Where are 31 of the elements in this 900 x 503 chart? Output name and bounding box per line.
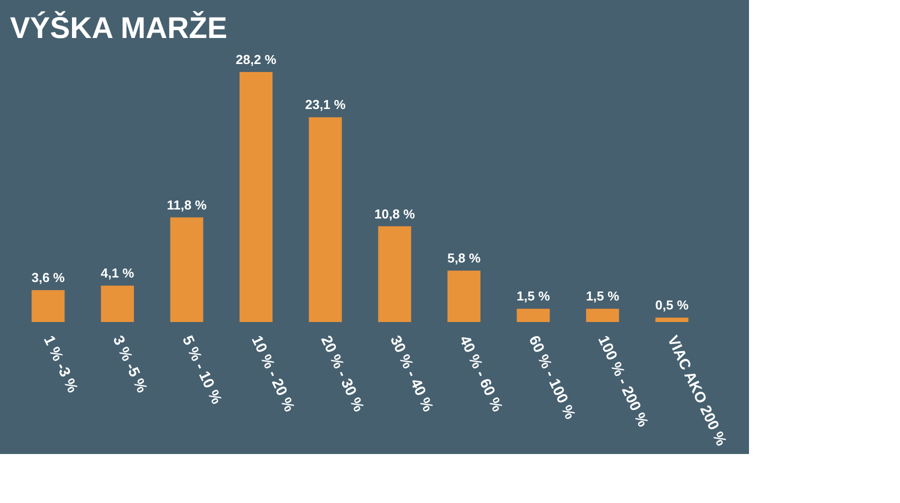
bar xyxy=(32,290,65,322)
x-tick-label: 5 % - 10 % xyxy=(178,333,225,407)
bar xyxy=(100,286,134,322)
bar xyxy=(170,217,204,322)
data-label: 5,8 % xyxy=(447,250,482,266)
x-tick-label: 40 % - 60 % xyxy=(456,333,506,414)
x-tick-label: 3 % -5 % xyxy=(109,333,150,396)
data-label: 28,2 % xyxy=(236,52,277,67)
data-label: 4,1 % xyxy=(100,266,134,281)
data-label: 10,8 % xyxy=(374,206,416,222)
x-tick-label: 60 % - 100 % xyxy=(525,333,579,422)
x-tick-label: 100 % - 200 % xyxy=(594,333,652,430)
x-tick-label: 20 % - 30 % xyxy=(317,333,368,414)
bar xyxy=(447,270,480,322)
x-tick-label: VIAC AKO 200 % xyxy=(664,333,730,449)
chart-title: VÝŠKA MARŽE xyxy=(10,11,228,45)
bar xyxy=(308,117,342,322)
bar xyxy=(516,308,550,322)
data-label: 3,6 % xyxy=(31,270,66,286)
bar xyxy=(586,308,620,322)
data-label: 23,1 % xyxy=(305,97,346,112)
data-label: 11,8 % xyxy=(166,197,208,212)
data-label: 1,5 % xyxy=(516,288,550,304)
data-label: 0,5 % xyxy=(655,298,689,313)
bar xyxy=(240,72,273,322)
x-tick-label: 10 % - 20 % xyxy=(248,333,298,414)
bar xyxy=(378,226,412,322)
bar xyxy=(655,318,688,322)
x-tick-label: 30 % - 40 % xyxy=(386,333,436,414)
x-tick-label: 1 % -3 % xyxy=(40,333,82,396)
data-label: 1,5 % xyxy=(586,288,620,304)
